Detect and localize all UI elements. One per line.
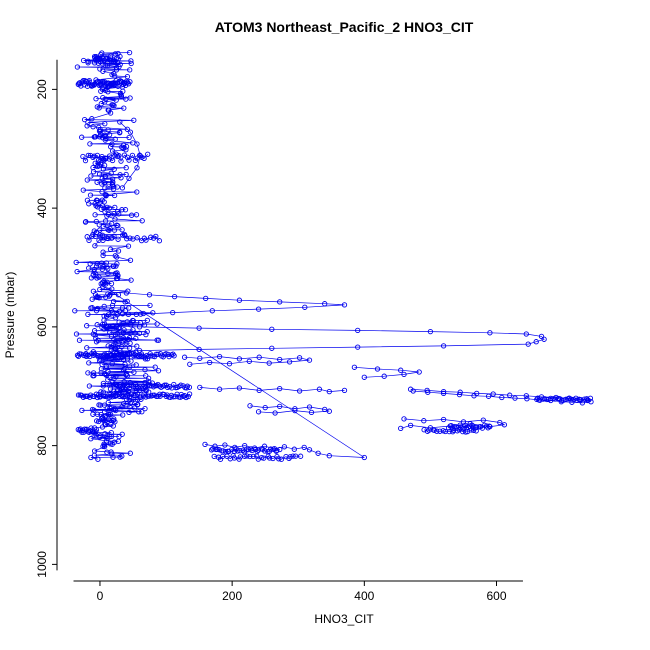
streak-streak-450	[84, 232, 163, 244]
x-tick-label: 0	[97, 589, 104, 603]
streak-streak-820	[211, 453, 304, 462]
trace-excursion-550	[90, 288, 348, 319]
trace-scatter-740	[247, 403, 332, 416]
y-tick-label: 800	[35, 435, 49, 455]
trace-excursion-720	[407, 386, 594, 406]
y-tick-label: 600	[35, 317, 49, 337]
axes: 0 200 400 600 200 400 600 800 1000	[35, 59, 523, 603]
streak-streak-315	[80, 151, 151, 164]
trace-scatter-705	[197, 384, 348, 395]
streak-streak-775-left	[75, 426, 100, 435]
streak-streak-716	[75, 391, 193, 401]
cloud-upper-column	[73, 49, 145, 305]
x-tick-label: 200	[222, 589, 242, 603]
streak-streak-808	[208, 446, 283, 455]
streak-streak-700	[106, 381, 193, 391]
y-tick-label: 1000	[35, 551, 49, 578]
x-axis-label: HNO3_CIT	[314, 612, 374, 626]
trace-excursion-675	[351, 364, 422, 380]
cloud-lower-column	[81, 411, 133, 462]
trace-cluster-765	[398, 416, 508, 432]
x-tick-label: 600	[486, 589, 506, 603]
streak-streak-648	[74, 351, 177, 360]
data-series	[72, 49, 594, 462]
streak-streak-775-right	[421, 427, 479, 435]
x-tick-label: 400	[354, 589, 374, 603]
y-axis-label: Pressure (mbar)	[3, 272, 17, 359]
y-tick-label: 200	[35, 79, 49, 99]
chart-title: ATOM3 Northeast_Pacific_2 HNO3_CIT	[215, 19, 474, 35]
trace-cluster-805	[202, 441, 367, 461]
line-diagonal-connector	[99, 283, 365, 458]
trace-scatter-655	[181, 353, 313, 367]
y-tick-label: 400	[35, 198, 49, 218]
trace-excursion-615	[84, 323, 547, 355]
streak-streak-190	[75, 77, 133, 89]
trace-curve-300	[117, 119, 143, 191]
streak-streak-150	[91, 53, 123, 66]
